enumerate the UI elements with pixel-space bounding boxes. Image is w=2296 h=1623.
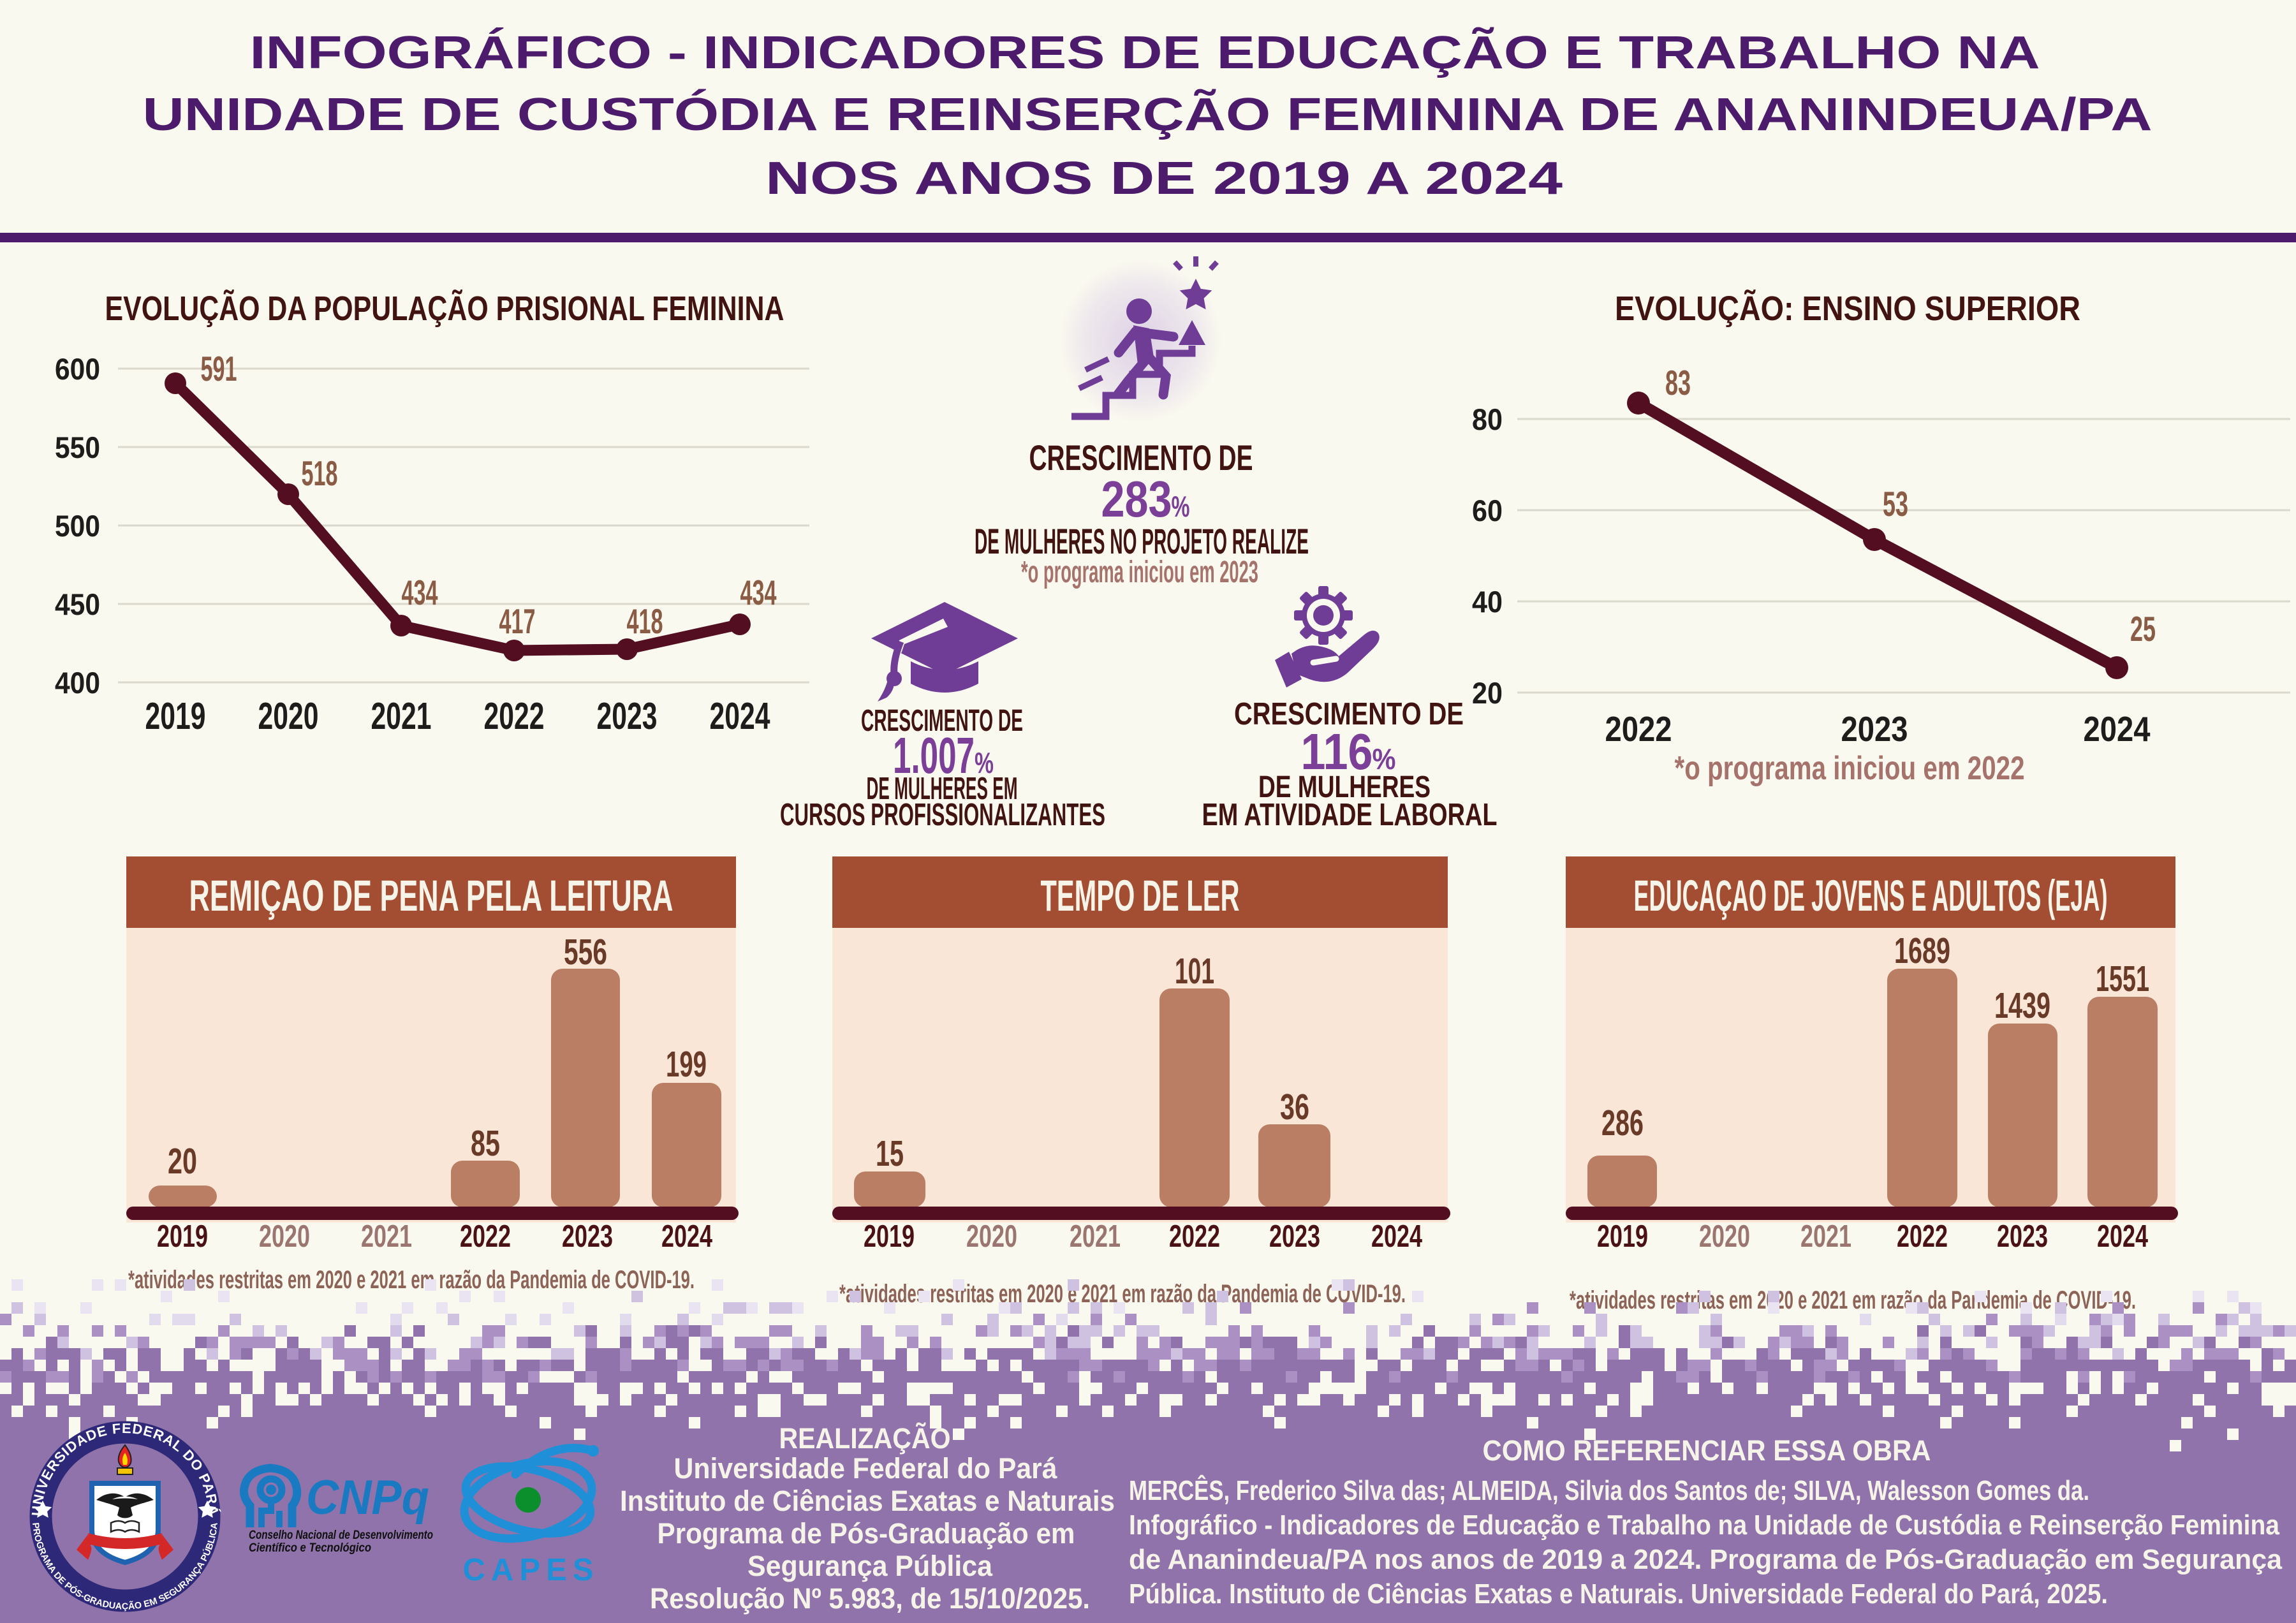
svg-text:Resolução Nº 5.983, de 15/10/2: Resolução Nº 5.983, de 15/10/2025. [650,1582,1090,1615]
svg-text:REALIZAÇÃO: REALIZAÇÃO [779,1422,951,1455]
svg-text:2023: 2023 [1997,1219,2048,1254]
svg-text:20: 20 [1472,676,1503,710]
svg-text:550: 550 [55,430,100,464]
svg-text:2020: 2020 [258,695,319,737]
svg-text:2021: 2021 [1070,1219,1121,1254]
svg-text:Universidade Federal do Pará: Universidade Federal do Pará [674,1452,1058,1485]
svg-text:434: 434 [402,573,438,612]
svg-text:2023: 2023 [1841,709,1908,749]
svg-text:de Ananindeua/PA nos anos de 2: de Ananindeua/PA nos anos de 2019 a 2024… [1129,1544,2283,1575]
svg-text:EDUCAÇAO DE JOVENS E ADULTOS (: EDUCAÇAO DE JOVENS E ADULTOS (EJA) [1634,871,2108,920]
svg-text:INFOGRÁFICO - INDICADORES DE E: INFOGRÁFICO - INDICADORES DE EDUCAÇÃO E … [250,27,2040,78]
svg-text:Conselho Nacional de Desenvolv: Conselho Nacional de Desenvolvimento [249,1529,433,1542]
svg-text:2019: 2019 [1597,1219,1648,1254]
svg-text:EVOLUÇÃO DA POPULAÇÃO PRISIONA: EVOLUÇÃO DA POPULAÇÃO PRISIONAL FEMININA [105,290,784,328]
svg-text:Instituto de Ciências Exatas e: Instituto de Ciências Exatas e Naturais [620,1485,1115,1517]
svg-text:Pública. Instituto de Ciências: Pública. Instituto de Ciências Exatas e … [1129,1578,2108,1610]
svg-text:CNPq: CNPq [306,1471,429,1525]
svg-text:1551: 1551 [2096,958,2149,999]
svg-text:60: 60 [1472,494,1503,527]
svg-text:556: 556 [564,932,607,973]
svg-text:116: 116 [1301,723,1373,780]
svg-text:40: 40 [1472,585,1503,619]
svg-text:2022: 2022 [460,1219,511,1254]
svg-text:CURSOS PROFISSIONALIZANTES: CURSOS PROFISSIONALIZANTES [780,798,1105,832]
svg-text:COMO REFERENCIAR ESSA OBRA: COMO REFERENCIAR ESSA OBRA [1483,1434,1931,1467]
svg-text:CRESCIMENTO DE: CRESCIMENTO DE [1029,437,1253,478]
svg-text:%: % [1372,742,1396,775]
svg-text:2024: 2024 [2097,1219,2148,1254]
svg-text:UNIDADE DE CUSTÓDIA E REINSERÇ: UNIDADE DE CUSTÓDIA E REINSERÇÃO FEMININ… [143,89,2152,140]
svg-text:CRESCIMENTO DE: CRESCIMENTO DE [861,704,1023,738]
svg-text:2019: 2019 [145,695,206,737]
svg-text:%: % [1172,490,1190,523]
svg-text:53: 53 [1883,484,1908,524]
svg-text:CAPES: CAPES [463,1553,594,1587]
svg-text:83: 83 [1665,363,1691,402]
svg-text:2020: 2020 [1699,1219,1750,1254]
svg-text:2024: 2024 [710,695,770,737]
svg-text:2023: 2023 [562,1219,613,1254]
svg-text:2023: 2023 [1269,1219,1320,1254]
svg-text:Programa de Pós-Graduação em: Programa de Pós-Graduação em [658,1517,1075,1550]
svg-text:1439: 1439 [1994,985,2050,1026]
svg-text:2021: 2021 [1800,1219,1851,1254]
svg-text:EVOLUÇÃO: ENSINO SUPERIOR: EVOLUÇÃO: ENSINO SUPERIOR [1615,290,2080,328]
svg-text:2023: 2023 [597,695,658,737]
svg-text:%: % [975,746,994,779]
svg-text:2022: 2022 [1605,709,1672,749]
svg-text:EM ATIVIDADE LABORAL: EM ATIVIDADE LABORAL [1202,798,1498,832]
svg-text:2024: 2024 [1371,1219,1422,1254]
svg-text:500: 500 [55,509,100,543]
svg-text:*o programa iniciou em 2023: *o programa iniciou em 2023 [1021,555,1258,589]
svg-text:Segurança Pública: Segurança Pública [747,1550,993,1582]
svg-text:DE MULHERES EM: DE MULHERES EM [867,772,1018,806]
svg-text:25: 25 [2130,609,2156,649]
svg-text:20: 20 [168,1141,197,1182]
svg-text:286: 286 [1601,1103,1644,1143]
svg-text:DE MULHERES NO PROJETO REALIZE: DE MULHERES NO PROJETO REALIZE [975,521,1309,561]
svg-text:2020: 2020 [259,1219,310,1254]
svg-text:2024: 2024 [661,1219,712,1254]
svg-text:283: 283 [1101,471,1172,527]
svg-text:199: 199 [666,1044,707,1085]
svg-text:2020: 2020 [966,1219,1017,1254]
svg-text:CRESCIMENTO DE: CRESCIMENTO DE [1234,697,1464,731]
svg-text:400: 400 [55,666,100,700]
svg-text:450: 450 [55,587,100,621]
svg-text:36: 36 [1280,1087,1309,1127]
svg-text:101: 101 [1175,951,1214,992]
svg-text:TEMPO DE LER: TEMPO DE LER [1041,871,1240,920]
svg-text:2022: 2022 [1169,1219,1220,1254]
svg-text:2019: 2019 [157,1219,208,1254]
svg-text:2024: 2024 [2084,709,2151,749]
svg-text:600: 600 [55,352,100,386]
svg-text:NOS ANOS DE 2019 A 2024: NOS ANOS DE 2019 A 2024 [765,153,1563,204]
svg-text:80: 80 [1472,402,1503,436]
svg-text:591: 591 [201,349,237,388]
svg-text:MERCÊS, Frederico Silva das; A: MERCÊS, Frederico Silva das; ALMEIDA, Si… [1129,1474,2089,1506]
svg-text:*atividades restritas em 2020: *atividades restritas em 2020 e 2021 em … [128,1266,695,1294]
svg-text:2022: 2022 [484,695,545,737]
svg-text:2021: 2021 [371,695,432,737]
svg-text:417: 417 [499,601,536,641]
svg-text:2019: 2019 [864,1219,915,1254]
svg-text:85: 85 [471,1123,500,1164]
svg-text:2022: 2022 [1897,1219,1948,1254]
svg-text:REMIÇAO DE PENA PELA LEITURA: REMIÇAO DE PENA PELA LEITURA [189,871,673,920]
svg-text:15: 15 [876,1133,904,1174]
svg-text:*atividades restritas em 2020: *atividades restritas em 2020 e 2021 em … [1570,1286,2136,1314]
svg-text:Infográfico - Indicadores de E: Infográfico - Indicadores de Educação e … [1129,1509,2279,1541]
svg-text:1689: 1689 [1894,930,1950,971]
svg-text:434: 434 [740,573,777,612]
svg-text:Científico e Tecnológico: Científico e Tecnológico [249,1541,371,1555]
svg-text:DE MULHERES: DE MULHERES [1258,770,1431,804]
svg-text:2021: 2021 [361,1219,412,1254]
svg-text:418: 418 [627,601,663,641]
svg-text:1.007: 1.007 [893,727,975,784]
svg-text:518: 518 [302,453,338,493]
svg-text:*o programa iniciou em 2022: *o programa iniciou em 2022 [1675,750,2025,787]
